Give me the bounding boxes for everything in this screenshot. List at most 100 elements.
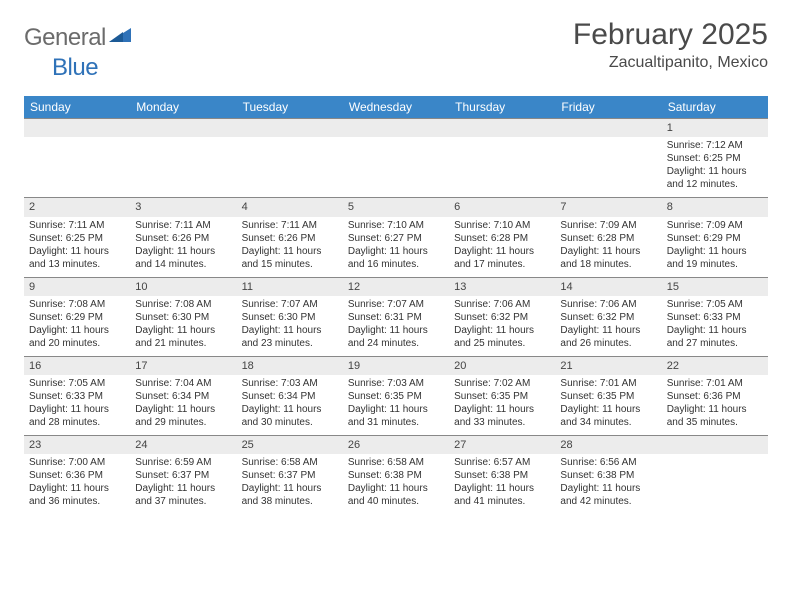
- day-cell: 19Sunrise: 7:03 AMSunset: 6:35 PMDayligh…: [343, 357, 449, 435]
- day-number: 7: [555, 198, 661, 216]
- day-details: Sunrise: 7:08 AMSunset: 6:30 PMDaylight:…: [133, 298, 233, 350]
- day-cell: 28Sunrise: 6:56 AMSunset: 6:38 PMDayligh…: [555, 436, 661, 514]
- day-details: Sunrise: 6:57 AMSunset: 6:38 PMDaylight:…: [452, 456, 552, 508]
- day-number: 18: [237, 357, 343, 375]
- day-cell: 8Sunrise: 7:09 AMSunset: 6:29 PMDaylight…: [662, 198, 768, 276]
- day-cell: 26Sunrise: 6:58 AMSunset: 6:38 PMDayligh…: [343, 436, 449, 514]
- day-detail-line: Daylight: 11 hours and 23 minutes.: [242, 324, 338, 350]
- day-cell: 20Sunrise: 7:02 AMSunset: 6:35 PMDayligh…: [449, 357, 555, 435]
- day-detail-line: Sunset: 6:35 PM: [454, 390, 550, 403]
- day-number: 28: [555, 436, 661, 454]
- day-detail-line: Daylight: 11 hours and 16 minutes.: [348, 245, 444, 271]
- day-number: [662, 436, 768, 454]
- day-detail-line: Sunrise: 7:11 AM: [242, 219, 338, 232]
- day-detail-line: Sunrise: 7:11 AM: [135, 219, 231, 232]
- day-detail-line: Daylight: 11 hours and 34 minutes.: [560, 403, 656, 429]
- day-detail-line: Sunrise: 7:08 AM: [135, 298, 231, 311]
- day-number: 14: [555, 278, 661, 296]
- week-row: 23 Sunrise: 7:00 AMSunset: 6:36 PM Dayligh…: [24, 435, 768, 514]
- day-detail-line: Sunrise: 7:09 AM: [667, 219, 763, 232]
- day-cell: 5Sunrise: 7:10 AMSunset: 6:27 PMDaylight…: [343, 198, 449, 276]
- day-detail-line: Sunset: 6:29 PM: [29, 311, 125, 324]
- day-detail-line: Sunset: 6:29 PM: [667, 232, 763, 245]
- day-details: Sunrise: 7:10 AMSunset: 6:28 PMDaylight:…: [452, 219, 552, 271]
- day-details: Sunrise: 7:03 AMSunset: 6:34 PMDaylight:…: [240, 377, 340, 429]
- title-block: February 2025 Zacualtipanito, Mexico: [573, 18, 768, 72]
- logo-text-blue: Blue: [52, 54, 98, 82]
- day-details: Sunrise: 7:06 AMSunset: 6:32 PMDaylight:…: [558, 298, 658, 350]
- day-detail-line: Daylight: 11 hours and 24 minutes.: [348, 324, 444, 350]
- day-detail-line: Daylight: 11 hours and 14 minutes.: [135, 245, 231, 271]
- day-cell: 9 Sunrise: 7:08 AMSunset: 6:29 PMDaylight…: [24, 278, 130, 356]
- day-detail-line: Sunrise: 7:07 AM: [242, 298, 338, 311]
- day-detail-line: Sunrise: 7:09 AM: [560, 219, 656, 232]
- day-cell: 18 Sunrise: 7:03 AMSunset: 6:34 PMDayligh…: [237, 357, 343, 435]
- month-title: February 2025: [573, 18, 768, 52]
- day-number: [449, 119, 555, 137]
- day-number: [130, 119, 236, 137]
- day-detail-line: Daylight: 11 hours and 29 minutes.: [135, 403, 231, 429]
- day-detail-line: Daylight: 11 hours and 40 minutes.: [348, 482, 444, 508]
- day-number: 24: [130, 436, 236, 454]
- day-cell: 1Sunrise: 7:12 AMSunset: 6:25 PMDaylight…: [662, 119, 768, 197]
- day-detail-line: Sunrise: 6:58 AM: [242, 456, 338, 469]
- weekday-cell: Thursday: [449, 96, 555, 118]
- day-detail-line: Sunrise: 7:11 AM: [29, 219, 125, 232]
- day-cell: 25Sunrise: 6:58 AMSunset: 6:37 PMDayligh…: [237, 436, 343, 514]
- day-detail-line: Daylight: 11 hours and 25 minutes.: [454, 324, 550, 350]
- day-details: Sunrise: 7:04 AMSunset: 6:34 PMDaylight:…: [133, 377, 233, 429]
- day-number: 21: [555, 357, 661, 375]
- day-cell: 16 Sunrise: 7:05 AMSunset: 6:33 PMDayligh…: [24, 357, 130, 435]
- day-detail-line: Daylight: 11 hours and 31 minutes.: [348, 403, 444, 429]
- day-detail-line: Daylight: 11 hours and 37 minutes.: [135, 482, 231, 508]
- day-cell: 3Sunrise: 7:11 AMSunset: 6:26 PMDaylight…: [130, 198, 236, 276]
- day-detail-line: Sunset: 6:37 PM: [135, 469, 231, 482]
- day-number: 16: [24, 357, 130, 375]
- day-detail-line: Daylight: 11 hours and 27 minutes.: [667, 324, 763, 350]
- day-detail-line: Daylight: 11 hours and 30 minutes.: [242, 403, 338, 429]
- day-cell: 11Sunrise: 7:07 AMSunset: 6:30 PMDayligh…: [237, 278, 343, 356]
- day-details: Sunrise: 7:09 AMSunset: 6:28 PMDaylight:…: [558, 219, 658, 271]
- day-cell: 15Sunrise: 7:05 AMSunset: 6:33 PMDayligh…: [662, 278, 768, 356]
- day-detail-line: Sunset: 6:25 PM: [667, 152, 763, 165]
- day-detail-line: Daylight: 11 hours and 17 minutes.: [454, 245, 550, 271]
- day-number: 9: [24, 278, 130, 296]
- day-number: 1: [662, 119, 768, 137]
- day-detail-line: Sunset: 6:34 PM: [135, 390, 231, 403]
- day-detail-line: Sunrise: 7:10 AM: [348, 219, 444, 232]
- day-detail-line: Sunrise: 6:56 AM: [560, 456, 656, 469]
- day-detail-line: Sunset: 6:25 PM: [29, 232, 125, 245]
- weeks-container: 1Sunrise: 7:12 AMSunset: 6:25 PMDaylight…: [24, 118, 768, 514]
- day-detail-line: Sunrise: 7:02 AM: [454, 377, 550, 390]
- day-details: Sunrise: 6:59 AMSunset: 6:37 PMDaylight:…: [133, 456, 233, 508]
- day-detail-line: Sunrise: 7:00 AM: [29, 456, 125, 469]
- day-cell: 7 Sunrise: 7:09 AMSunset: 6:28 PMDaylight…: [555, 198, 661, 276]
- day-details: Sunrise: 7:01 AMSunset: 6:35 PMDaylight:…: [558, 377, 658, 429]
- day-detail-line: Daylight: 11 hours and 35 minutes.: [667, 403, 763, 429]
- day-number: 25: [237, 436, 343, 454]
- day-detail-line: Sunrise: 7:03 AM: [242, 377, 338, 390]
- day-detail-line: Sunset: 6:32 PM: [560, 311, 656, 324]
- day-detail-line: Daylight: 11 hours and 12 minutes.: [667, 165, 763, 191]
- day-detail-line: Sunrise: 7:08 AM: [29, 298, 125, 311]
- day-cell: 17Sunrise: 7:04 AMSunset: 6:34 PMDayligh…: [130, 357, 236, 435]
- day-details: Sunrise: 7:05 AMSunset: 6:33 PMDaylight:…: [27, 377, 127, 429]
- day-detail-line: Sunset: 6:30 PM: [135, 311, 231, 324]
- day-detail-line: Daylight: 11 hours and 33 minutes.: [454, 403, 550, 429]
- day-detail-line: Sunset: 6:37 PM: [242, 469, 338, 482]
- week-row: 2Sunrise: 7:11 AMSunset: 6:25 PMDaylight…: [24, 197, 768, 276]
- day-cell: [555, 119, 661, 197]
- day-number: 23: [24, 436, 130, 454]
- day-number: 2: [24, 198, 130, 216]
- day-cell: 2 Sunrise: 7:11 AMSunset: 6:25 PMDaylight…: [24, 198, 130, 276]
- day-detail-line: Sunset: 6:35 PM: [560, 390, 656, 403]
- day-detail-line: Sunset: 6:36 PM: [29, 469, 125, 482]
- day-detail-line: Sunrise: 7:06 AM: [560, 298, 656, 311]
- weekday-cell: Monday: [130, 96, 236, 118]
- day-details: Sunrise: 7:07 AMSunset: 6:31 PMDaylight:…: [346, 298, 446, 350]
- day-details: Sunrise: 7:09 AMSunset: 6:29 PMDaylight:…: [665, 219, 765, 271]
- day-details: Sunrise: 7:11 AMSunset: 6:25 PMDaylight:…: [27, 219, 127, 271]
- day-details: Sunrise: 7:11 AMSunset: 6:26 PMDaylight:…: [133, 219, 233, 271]
- day-details: Sunrise: 7:08 AMSunset: 6:29 PMDaylight:…: [27, 298, 127, 350]
- day-number: 19: [343, 357, 449, 375]
